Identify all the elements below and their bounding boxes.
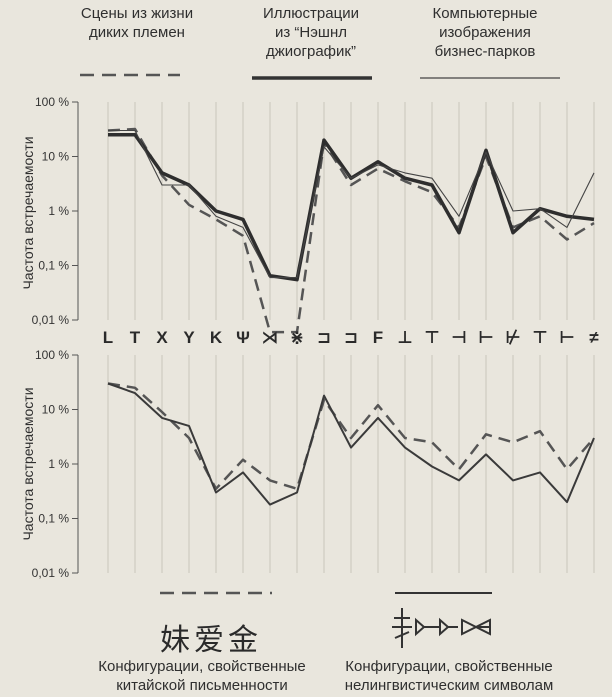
legend-savage-scenes: Сцены из жизни диких племен <box>72 4 202 42</box>
category-glyph-label: ⊤ <box>424 328 440 347</box>
legend-business-parks-line3: бизнес-парков <box>434 43 536 60</box>
legend-business-parks-line1: Компьютерные <box>432 5 538 22</box>
legend-natgeo-line3: джиографик” <box>266 43 356 60</box>
y-tick-label: 0,1 % <box>38 512 69 526</box>
legend-chinese-line2: китайской письменности <box>116 677 288 694</box>
y-tick-label: 1 % <box>48 457 69 471</box>
category-glyph-label: ⊐ <box>317 328 331 347</box>
category-glyph-label: ⊬ <box>505 328 521 347</box>
category-glyph-label: F <box>373 328 383 347</box>
y-tick-label: 0,1 % <box>38 259 69 273</box>
legend-business-parks-line2: изображения <box>439 24 531 41</box>
legend-chinese: Конфигурации, свойственные китайской пис… <box>92 657 312 695</box>
category-glyph-label: T <box>130 328 141 347</box>
series-line-1-0 <box>107 382 595 491</box>
category-glyph-label: ⊥ <box>397 328 413 347</box>
y-tick-label: 10 % <box>42 150 70 164</box>
y-tick-label: 100 % <box>35 348 69 362</box>
category-glyph-label: ⋊ <box>262 328 279 347</box>
legend-natgeo-line1: Иллюстрации <box>263 5 359 22</box>
legend-natgeo-line2: из “Нэшнл <box>275 24 347 41</box>
category-glyph-label: X <box>156 328 168 347</box>
legend-nonlinguistic: Конфигурации, свойственные нелингвистиче… <box>336 657 562 695</box>
nonlinguistic-symbols-sample <box>392 608 491 648</box>
category-glyph-label: Ψ <box>236 328 250 347</box>
y-tick-label: 0,01 % <box>32 313 70 327</box>
series-line-1-1 <box>107 382 595 506</box>
category-glyph-label: ⊢ <box>478 328 494 347</box>
y-tick-label: 1 % <box>48 204 69 218</box>
legend-savage-scenes-line2: диких племен <box>89 24 185 41</box>
series-line-0-2 <box>108 129 595 279</box>
category-glyph-label: ⊤ <box>532 328 548 347</box>
chinese-characters-sample: 妹爱金 <box>160 623 262 658</box>
legend-savage-scenes-line1: Сцены из жизни <box>80 5 194 22</box>
category-glyph-label: Y <box>183 328 195 347</box>
legend-business-parks: Компьютерные изображения бизнес-парков <box>410 4 560 61</box>
y-tick-label: 100 % <box>35 95 69 109</box>
category-glyph-label: ≠ <box>589 328 599 347</box>
category-glyph-label: ⊐ <box>344 328 358 347</box>
legend-nonlinguistic-line1: Конфигурации, свойственные <box>345 658 553 675</box>
y-tick-label: 0,01 % <box>32 566 70 580</box>
category-glyph-label: ⋇ <box>290 328 304 347</box>
legend-nonlinguistic-line2: нелингвистическим символам <box>344 677 554 694</box>
category-glyph-label: K <box>210 328 223 347</box>
category-glyph-label: ⊢ <box>559 328 575 347</box>
legend-chinese-line1: Конфигурации, свойственные <box>98 658 306 675</box>
category-glyph-label: ⊣ <box>451 328 467 347</box>
category-glyph-label: L <box>103 328 113 347</box>
legend-natgeo: Иллюстрации из “Нэшнл джиографик” <box>246 4 376 61</box>
y-tick-label: 10 % <box>42 403 70 417</box>
